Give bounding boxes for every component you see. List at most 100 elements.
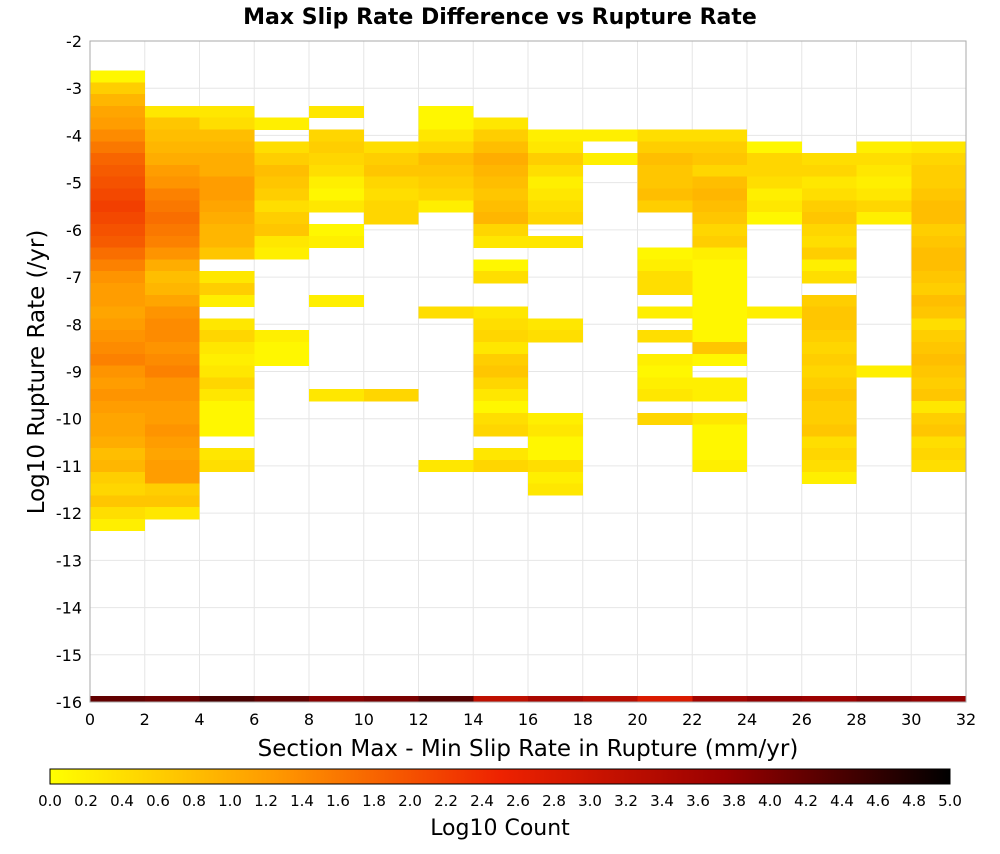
heatmap-cell — [199, 117, 255, 130]
heatmap-cell — [747, 200, 802, 213]
heatmap-cell — [199, 377, 255, 390]
heatmap-cell — [637, 330, 693, 343]
y-tick-label: -12 — [56, 504, 82, 523]
heatmap-cell — [801, 212, 857, 225]
heatmap-cell — [528, 141, 583, 154]
heatmap-cell — [144, 247, 200, 260]
y-axis-label: Log10 Rupture Rate (/yr) — [24, 230, 50, 515]
heatmap-cell — [911, 271, 966, 284]
heatmap-cell — [528, 436, 583, 449]
heatmap-cell — [801, 306, 857, 319]
heatmap-cell — [801, 377, 857, 390]
heatmap-cell — [692, 318, 747, 331]
heatmap-cell — [528, 212, 583, 225]
heatmap-cell — [473, 341, 528, 355]
heatmap-cell — [90, 353, 145, 366]
heatmap-cell — [692, 294, 747, 307]
x-tick-label: 4 — [194, 710, 204, 729]
heatmap-cell — [692, 436, 747, 449]
x-tick-label: 28 — [846, 710, 866, 729]
heatmap-cell — [254, 188, 309, 201]
heatmap-cell — [473, 129, 528, 142]
heatmap-cell — [254, 153, 309, 166]
heatmap-cell — [144, 389, 200, 402]
heatmap-cell — [199, 401, 255, 414]
heatmap-cell — [90, 70, 145, 83]
x-tick-label: 18 — [573, 710, 593, 729]
heatmap-cell — [90, 164, 145, 178]
heatmap-cell — [90, 412, 145, 425]
heatmap-cell — [90, 117, 145, 130]
heatmap-cell — [692, 412, 747, 425]
y-tick-label: -15 — [56, 646, 82, 665]
heatmap-cell — [90, 460, 145, 473]
x-tick-label: 2 — [140, 710, 150, 729]
heatmap-cell — [199, 353, 255, 366]
heatmap-cell — [90, 401, 145, 414]
heatmap-cell — [856, 141, 912, 154]
x-tick-label: 14 — [463, 710, 483, 729]
heatmap-cell — [692, 223, 747, 237]
heatmap-cell — [473, 235, 528, 248]
chart-title: Max Slip Rate Difference vs Rupture Rate — [243, 5, 757, 30]
heatmap-cell — [90, 507, 145, 520]
heatmap-cell — [911, 188, 966, 201]
heatmap-cell — [90, 341, 145, 355]
heatmap-cell — [473, 460, 528, 473]
heatmap-cell — [90, 247, 145, 260]
heatmap-cell — [363, 389, 419, 402]
colorbar-tick-label: 1.4 — [290, 792, 314, 810]
heatmap-cell — [856, 176, 912, 189]
heatmap-cell — [801, 401, 857, 414]
heatmap-cell — [254, 117, 309, 130]
x-axis-label: Section Max - Min Slip Rate in Rupture (… — [258, 736, 799, 762]
heatmap-cell — [911, 436, 966, 449]
heatmap-cell — [473, 223, 528, 237]
heatmap-cell — [90, 105, 145, 119]
heatmap-cell — [254, 200, 309, 213]
heatmap-cell — [90, 377, 145, 390]
heatmap-cell — [801, 389, 857, 402]
heatmap-cell — [144, 341, 200, 355]
heatmap-cell — [90, 330, 145, 343]
heatmap-cell — [90, 495, 145, 508]
heatmap-cell — [199, 341, 255, 355]
heatmap-cell — [637, 282, 693, 296]
heatmap-cell — [199, 448, 255, 461]
heatmap-cell — [528, 412, 583, 425]
heatmap-cell — [473, 330, 528, 343]
heatmap-cell — [144, 223, 200, 237]
heatmap-cell — [254, 223, 309, 237]
colorbar-tick-label: 4.0 — [758, 792, 782, 810]
heatmap-cell — [911, 460, 966, 473]
colorbar-tick-label: 3.4 — [650, 792, 674, 810]
heatmap-cell — [90, 519, 145, 532]
heatmap-cell — [90, 212, 145, 225]
heatmap-cell — [692, 424, 747, 437]
heatmap-cell — [309, 294, 364, 307]
heatmap-cell — [528, 200, 583, 213]
heatmap-cell — [473, 259, 528, 272]
heatmap-cell — [144, 448, 200, 461]
heatmap-cell — [911, 389, 966, 402]
x-tick-label: 32 — [956, 710, 976, 729]
y-tick-labels: -2 -3 -4 -5 -6 -7 -8 -9 -10 -11 -12 -13 -14 -15 -16 — [56, 32, 82, 712]
heatmap-cell — [473, 117, 528, 130]
heatmap-cell — [144, 424, 200, 437]
heatmap-cell — [473, 412, 528, 425]
heatmap-cell-bottom — [637, 696, 693, 702]
heatmap-cell — [363, 176, 419, 189]
heatmap-cell — [90, 424, 145, 437]
heatmap-cell — [199, 129, 255, 142]
y-tick-label: -11 — [56, 457, 82, 476]
heatmap-cell — [199, 141, 255, 154]
heatmap-cell — [801, 436, 857, 449]
heatmap-cell — [473, 424, 528, 437]
heatmap-cell — [473, 141, 528, 154]
heatmap-cell — [473, 153, 528, 166]
heatmap-cell — [911, 401, 966, 414]
y-tick-label: -8 — [66, 315, 82, 334]
heatmap-cell — [309, 389, 364, 402]
